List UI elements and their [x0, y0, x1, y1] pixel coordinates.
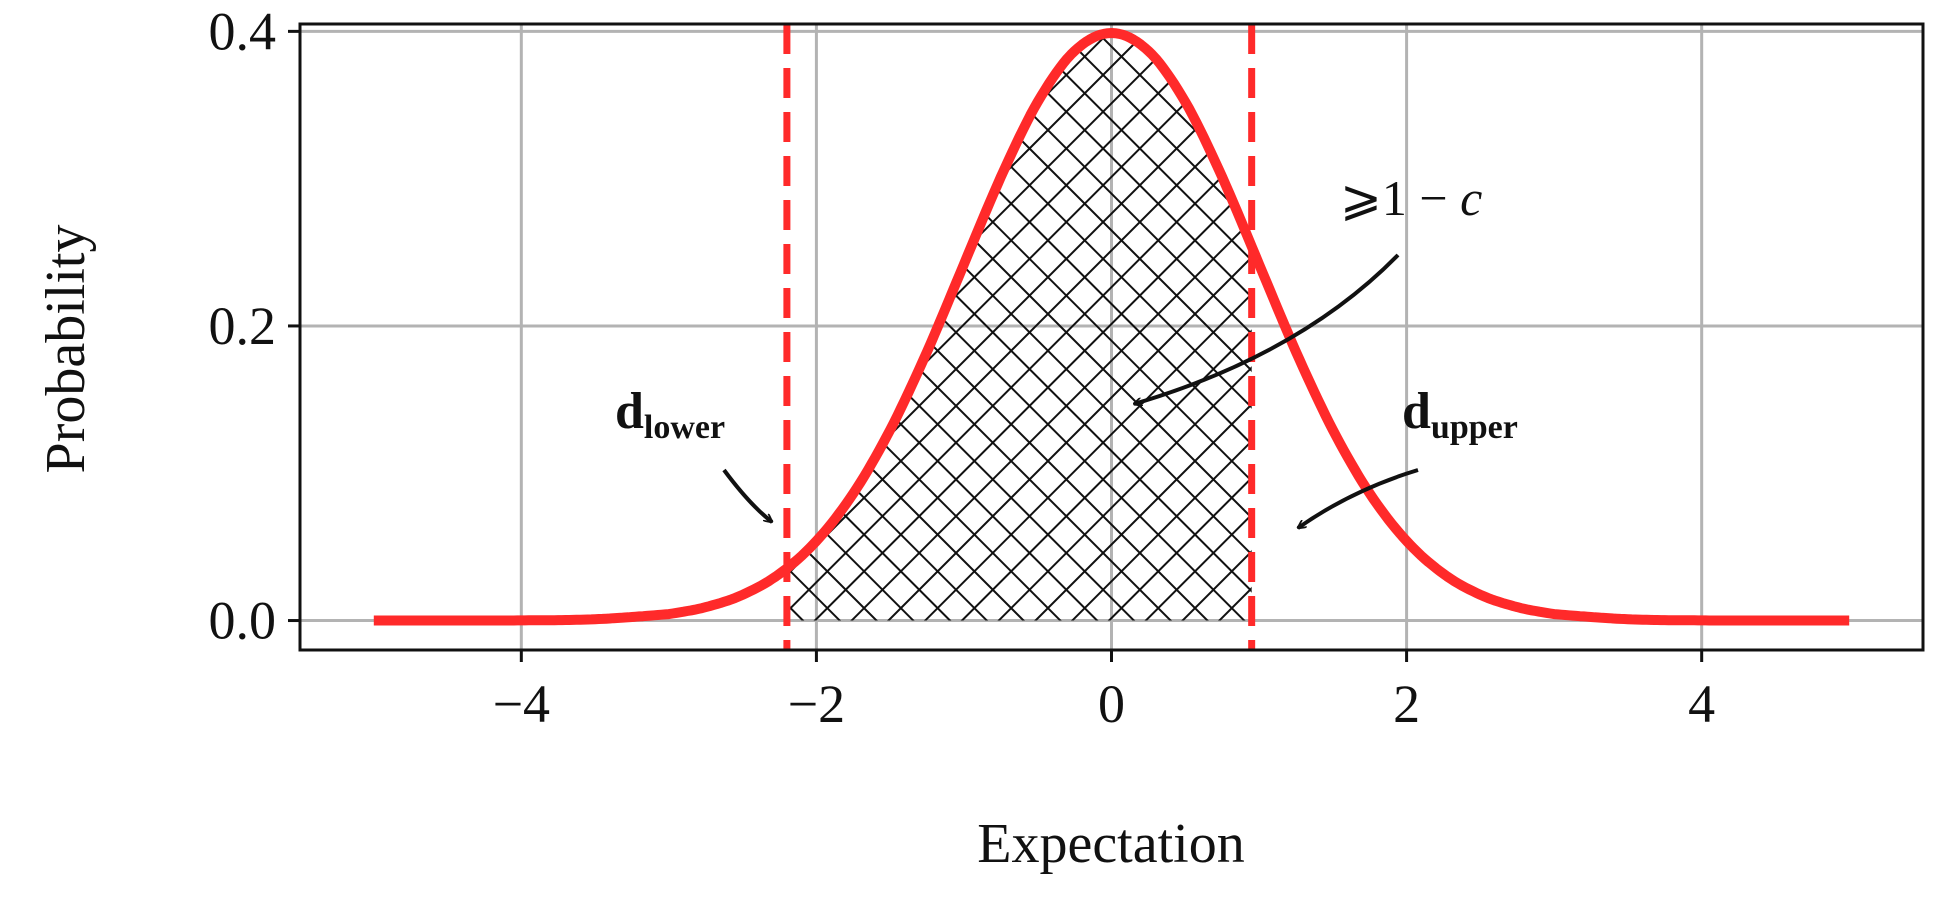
x-tick-label: −2 [788, 674, 845, 734]
x-tick-label: 0 [1098, 674, 1125, 734]
series-layer [372, 28, 1851, 626]
annotation-lower-arrow [722, 468, 772, 522]
annotation-lower-base: d [615, 383, 644, 440]
x-tick-label: 4 [1688, 674, 1715, 734]
shaded-area [786, 33, 1252, 621]
annotation-area-label: ⩾1 − c [1340, 170, 1482, 226]
annotation-upper-base: d [1402, 383, 1431, 440]
y-tick-label: 0.4 [209, 1, 277, 61]
annotation-lower-label: dlower [615, 383, 725, 446]
x-tick-label: 2 [1393, 674, 1420, 734]
y-axis-ticks: 0.0 0.2 0.4 [209, 1, 300, 651]
annotation-area-text: ⩾1 − [1340, 170, 1460, 226]
annotation-area-arrow [1134, 253, 1400, 404]
vertical-lines [783, 24, 1256, 650]
x-axis-ticks: −4 −2 0 2 4 [493, 650, 1715, 734]
annotation-upper-arrow [1298, 468, 1419, 528]
y-axis-label: Probability [35, 225, 97, 474]
shaded-region [786, 33, 1252, 621]
x-tick-label: −4 [493, 674, 550, 734]
annotation-upper-label: dupper [1402, 383, 1518, 446]
y-tick-label: 0.2 [209, 296, 277, 356]
x-axis-label: Expectation [977, 813, 1244, 875]
annotation-area-italic: c [1460, 170, 1482, 226]
y-tick-label: 0.0 [209, 591, 277, 651]
annotation-upper-subscript: upper [1431, 409, 1518, 446]
series-line [372, 28, 1851, 626]
annotation-lower-subscript: lower [644, 409, 725, 446]
